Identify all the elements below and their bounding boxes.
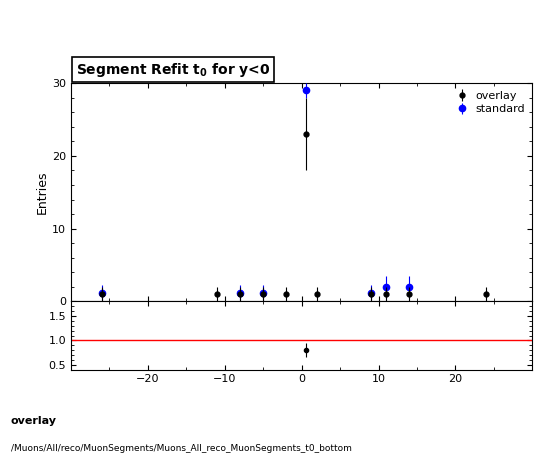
Text: /Muons/All/reco/MuonSegments/Muons_All_reco_MuonSegments_t0_bottom: /Muons/All/reco/MuonSegments/Muons_All_r… — [11, 444, 352, 452]
Legend: overlay, standard: overlay, standard — [449, 86, 529, 119]
Y-axis label: Entries: Entries — [36, 170, 49, 214]
Text: Segment Refit $\mathbf{t_0}$ for y<0: Segment Refit $\mathbf{t_0}$ for y<0 — [75, 61, 270, 79]
Text: overlay: overlay — [11, 416, 57, 426]
